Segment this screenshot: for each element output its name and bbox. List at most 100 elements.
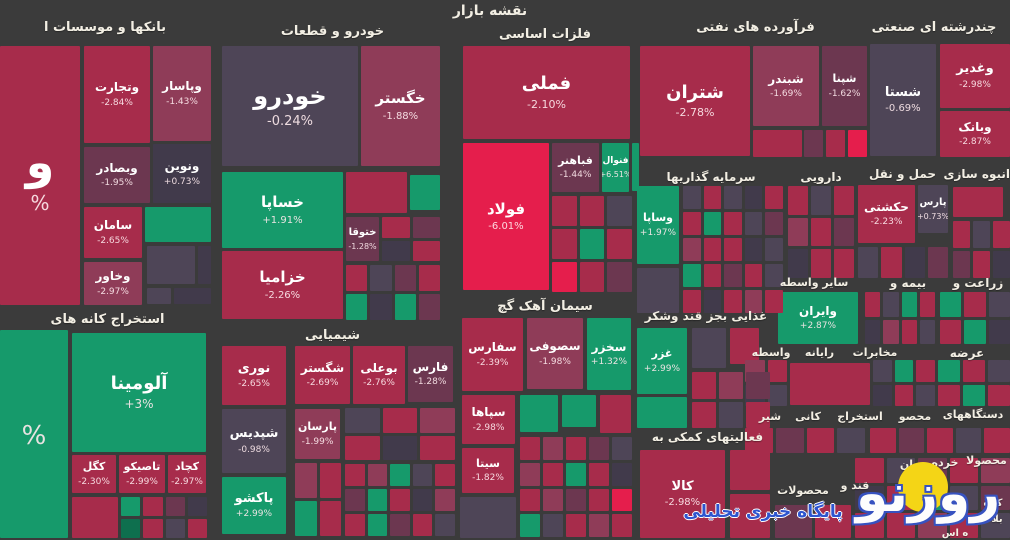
treemap-tile-blank[interactable] bbox=[174, 288, 211, 304]
treemap-tile-blank[interactable] bbox=[612, 514, 632, 537]
treemap-tile-blank[interactable] bbox=[746, 401, 770, 428]
treemap-tile-blank[interactable] bbox=[883, 292, 899, 317]
treemap-tile-blank[interactable] bbox=[165, 497, 185, 516]
treemap-tile-blank[interactable] bbox=[147, 288, 171, 304]
treemap-tile[interactable]: فملی -2.10% bbox=[463, 46, 630, 139]
treemap-tile-blank[interactable] bbox=[683, 212, 701, 235]
treemap-tile-blank[interactable] bbox=[543, 514, 563, 537]
treemap-tile[interactable]: شستا -0.69% bbox=[870, 44, 936, 156]
treemap-tile-blank[interactable] bbox=[589, 462, 609, 486]
treemap-tile-blank[interactable] bbox=[345, 489, 365, 511]
treemap-tile[interactable]: کگل -2.30% bbox=[72, 455, 116, 493]
treemap-tile-blank[interactable] bbox=[520, 514, 540, 537]
treemap-tile[interactable]: شبندر -1.69% bbox=[753, 46, 819, 126]
treemap-tile-blank[interactable] bbox=[145, 207, 211, 242]
treemap-tile[interactable]: خساپا +1.91% bbox=[222, 172, 343, 248]
treemap-tile[interactable]: سفارس -2.39% bbox=[462, 318, 523, 391]
treemap-tile-blank[interactable] bbox=[984, 428, 1010, 453]
treemap-tile-blank[interactable] bbox=[730, 450, 770, 490]
treemap-tile-blank[interactable] bbox=[319, 501, 341, 536]
treemap-tile-blank[interactable] bbox=[703, 238, 722, 261]
treemap-tile-blank[interactable] bbox=[898, 428, 925, 453]
treemap-tile-blank[interactable] bbox=[692, 372, 716, 399]
treemap-tile-blank[interactable] bbox=[121, 497, 141, 516]
treemap-tile-blank[interactable] bbox=[703, 186, 722, 209]
treemap-tile-blank[interactable] bbox=[940, 319, 962, 344]
treemap-tile-blank[interactable] bbox=[744, 264, 763, 287]
treemap-tile[interactable]: خودرو -0.24% bbox=[222, 46, 358, 166]
treemap-tile-blank[interactable] bbox=[804, 130, 823, 157]
treemap-tile-blank[interactable] bbox=[775, 505, 812, 538]
treemap-tile[interactable]: ونوین +0.73% bbox=[153, 144, 211, 203]
treemap-tile-blank[interactable] bbox=[295, 501, 317, 536]
treemap-tile[interactable]: سخزر +1.32% bbox=[587, 318, 631, 390]
treemap-tile-blank[interactable] bbox=[724, 238, 742, 261]
treemap-tile-blank[interactable] bbox=[927, 428, 953, 453]
treemap-tile-blank[interactable] bbox=[949, 458, 979, 483]
treemap-tile-blank[interactable] bbox=[520, 488, 540, 512]
treemap-tile-blank[interactable] bbox=[753, 130, 802, 157]
treemap-tile-blank[interactable] bbox=[949, 513, 979, 538]
treemap-tile-blank[interactable] bbox=[683, 238, 701, 261]
treemap-tile[interactable]: فباهنر -1.44% bbox=[552, 143, 599, 192]
treemap-tile-blank[interactable] bbox=[370, 294, 392, 320]
treemap-tile-blank[interactable] bbox=[460, 497, 516, 538]
treemap-tile-blank[interactable] bbox=[894, 384, 914, 406]
treemap-tile[interactable]: بوعلی -2.76% bbox=[353, 346, 405, 404]
treemap-tile[interactable]: آلومینا +3% bbox=[72, 333, 206, 452]
treemap-tile-blank[interactable] bbox=[775, 428, 804, 453]
treemap-tile[interactable]: پارسان -1.99% bbox=[295, 409, 340, 459]
treemap-tile-blank[interactable] bbox=[394, 265, 416, 291]
treemap-tile-blank[interactable] bbox=[730, 494, 770, 538]
treemap-tile[interactable]: پاکشو +2.99% bbox=[222, 477, 286, 534]
treemap-tile-blank[interactable] bbox=[724, 212, 742, 235]
treemap-tile-blank[interactable] bbox=[367, 489, 388, 511]
treemap-tile-blank[interactable] bbox=[858, 247, 879, 278]
treemap-tile-blank[interactable] bbox=[418, 294, 440, 320]
treemap-tile[interactable]: شتران -2.78% bbox=[640, 46, 750, 156]
treemap-tile-blank[interactable] bbox=[382, 240, 410, 261]
treemap-tile-blank[interactable] bbox=[949, 485, 979, 511]
treemap-tile-blank[interactable] bbox=[382, 435, 418, 460]
treemap-tile-blank[interactable] bbox=[692, 401, 716, 428]
treemap-tile-blank[interactable] bbox=[953, 187, 1003, 217]
treemap-tile-blank[interactable] bbox=[855, 458, 884, 483]
treemap-tile-blank[interactable] bbox=[834, 186, 854, 215]
treemap-tile-blank[interactable] bbox=[165, 519, 185, 538]
treemap-tile-blank[interactable] bbox=[955, 428, 982, 453]
treemap-tile-blank[interactable] bbox=[412, 464, 433, 486]
treemap-tile-blank[interactable] bbox=[703, 212, 722, 235]
treemap-tile-blank[interactable] bbox=[612, 437, 632, 460]
treemap-tile-blank[interactable] bbox=[589, 488, 609, 512]
treemap-tile-blank[interactable] bbox=[834, 249, 854, 278]
treemap-tile-blank[interactable] bbox=[562, 395, 596, 427]
treemap-tile-blank[interactable] bbox=[938, 360, 960, 382]
treemap-tile-blank[interactable] bbox=[790, 363, 870, 405]
treemap-tile-blank[interactable] bbox=[566, 437, 586, 460]
treemap-tile-blank[interactable] bbox=[988, 292, 1010, 317]
treemap-tile-blank[interactable] bbox=[834, 217, 854, 247]
treemap-tile-blank[interactable] bbox=[579, 196, 605, 226]
treemap-tile-blank[interactable] bbox=[382, 408, 418, 433]
treemap-tile[interactable]: سامان -2.65% bbox=[84, 207, 142, 258]
treemap-tile-blank[interactable] bbox=[963, 384, 985, 406]
treemap-tile-blank[interactable] bbox=[981, 458, 1010, 483]
treemap-tile-blank[interactable] bbox=[886, 513, 916, 538]
treemap-tile-blank[interactable] bbox=[72, 497, 118, 538]
treemap-tile-blank[interactable] bbox=[894, 360, 914, 382]
treemap-tile-blank[interactable] bbox=[367, 464, 388, 486]
treemap-tile-blank[interactable] bbox=[988, 319, 1010, 344]
treemap-tile-blank[interactable] bbox=[390, 514, 410, 536]
treemap-tile-blank[interactable] bbox=[390, 489, 410, 511]
treemap-tile[interactable]: خزامیا -2.26% bbox=[222, 251, 343, 319]
treemap-tile-blank[interactable] bbox=[543, 462, 563, 486]
treemap-tile-blank[interactable] bbox=[730, 328, 759, 364]
treemap-tile[interactable]: وخاور -2.97% bbox=[84, 262, 142, 305]
treemap-tile[interactable]: سپاها -2.98% bbox=[462, 395, 515, 444]
treemap-tile-blank[interactable] bbox=[319, 463, 341, 498]
treemap-tile-blank[interactable] bbox=[692, 328, 726, 368]
treemap-tile-blank[interactable] bbox=[919, 319, 935, 344]
treemap-tile-blank[interactable] bbox=[418, 265, 440, 291]
treemap-tile-blank[interactable] bbox=[811, 217, 831, 247]
treemap-tile-blank[interactable] bbox=[566, 514, 586, 537]
